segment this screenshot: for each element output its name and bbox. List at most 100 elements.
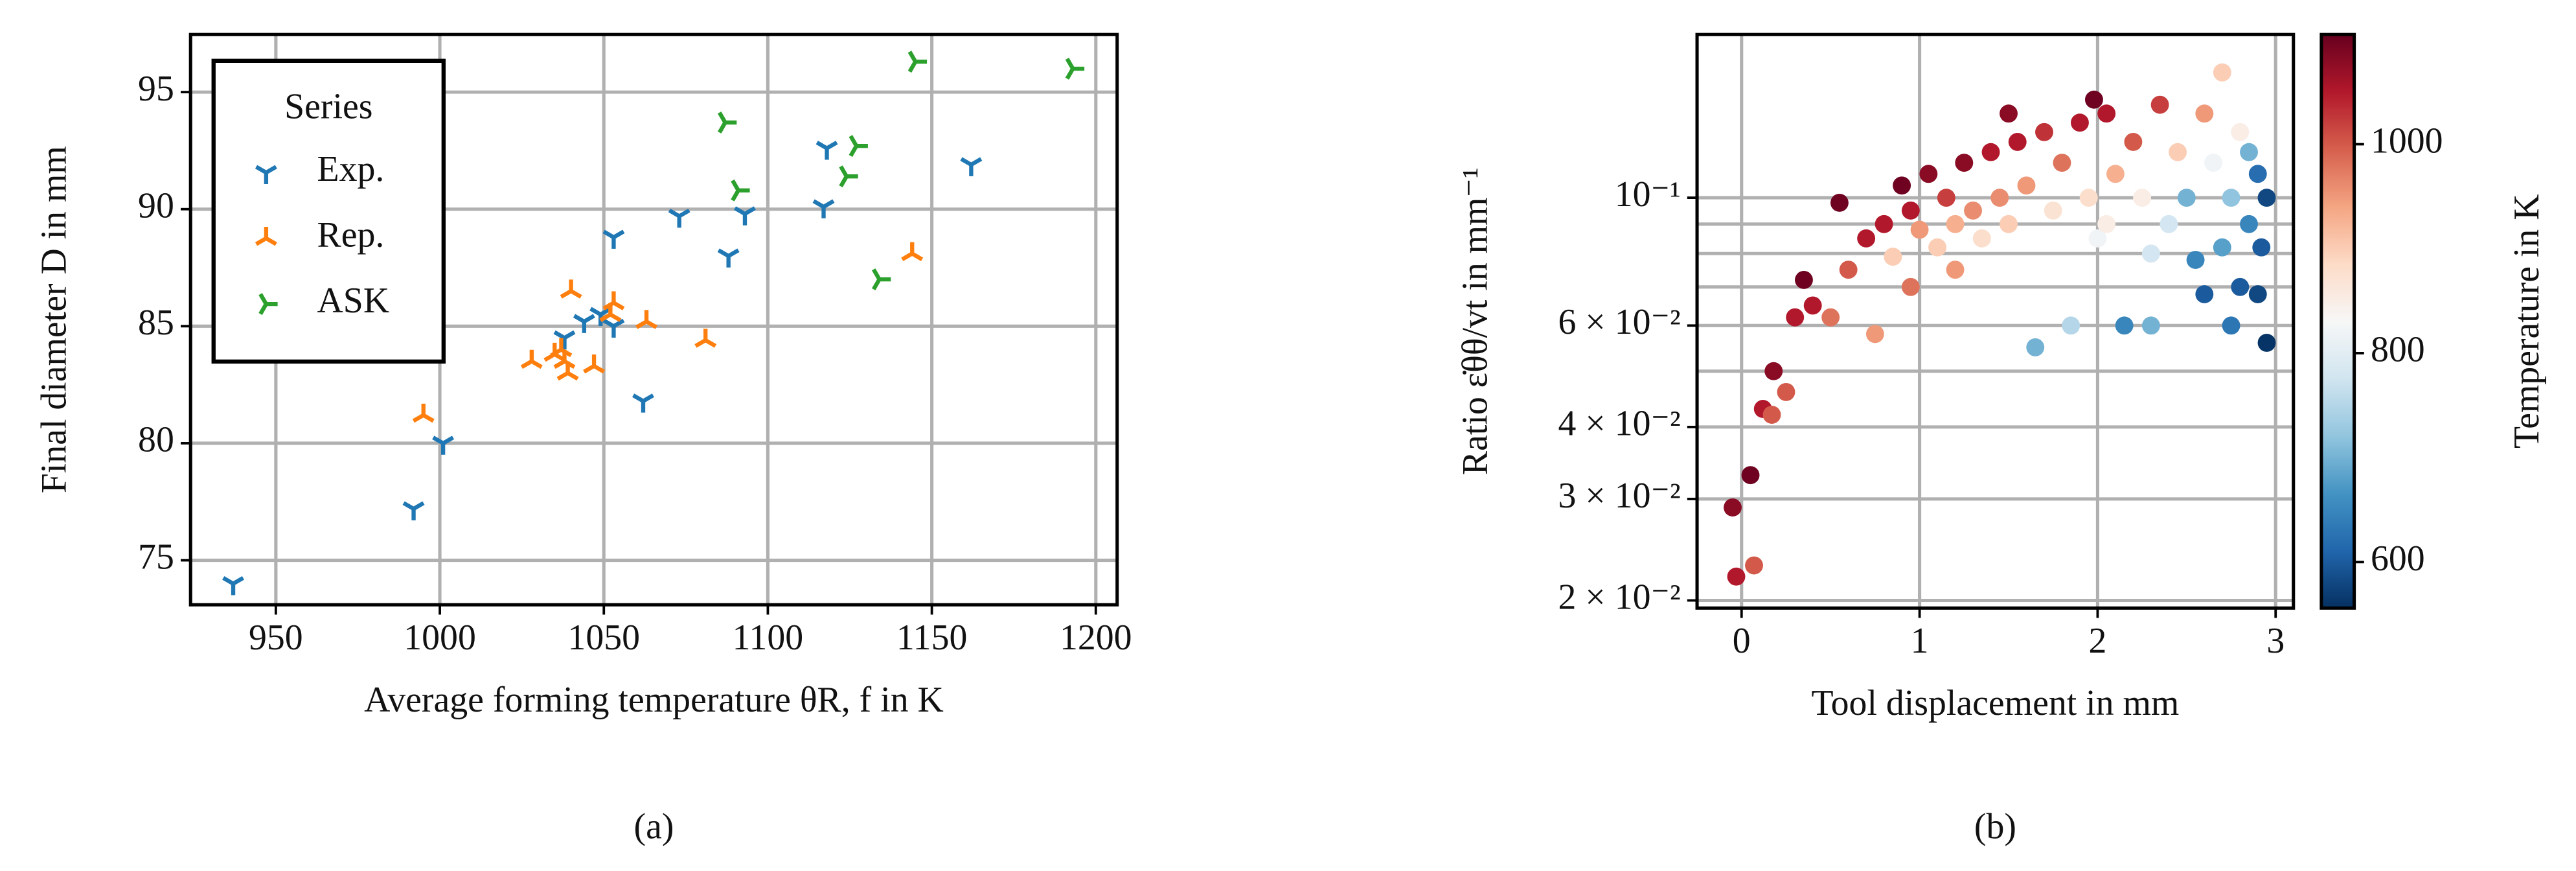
marker (907, 51, 928, 73)
marker (901, 242, 924, 261)
point (2240, 215, 2258, 233)
point (2017, 176, 2036, 195)
marker (635, 310, 658, 329)
point (2213, 63, 2231, 82)
point (2248, 285, 2267, 303)
point (1919, 165, 1938, 183)
point (2053, 154, 2071, 172)
marker (602, 229, 625, 249)
x-tick-label: 1000 (404, 618, 476, 658)
x-axis-label: Average forming temperature θR, f in K (364, 680, 944, 720)
point (1795, 270, 1813, 289)
point (1964, 201, 1982, 220)
y-tick-label: 3 × 10⁻² (1558, 476, 1680, 516)
point (1865, 325, 1884, 343)
marker (849, 135, 868, 157)
point (1875, 215, 1893, 233)
point (2035, 122, 2053, 141)
point (2044, 201, 2062, 220)
legend-marker (255, 165, 277, 185)
point (2231, 277, 2250, 296)
y-axis-label: Ratio ε̇θθ/vt in mm⁻¹ (1455, 167, 1496, 475)
marker (734, 206, 756, 226)
y-tick-label: 95 (138, 69, 174, 109)
axes-frame (1695, 32, 2296, 610)
marker (583, 354, 606, 374)
point (2222, 316, 2240, 335)
point (2141, 244, 2160, 263)
marker (632, 393, 654, 413)
x-tick-label: 2 (2088, 621, 2106, 661)
point (2079, 189, 2098, 207)
point (2026, 338, 2045, 356)
x-axis-label: Tool displacement in mm (1811, 683, 2179, 723)
point (2222, 189, 2240, 207)
colorbar (2320, 32, 2356, 610)
point (2150, 95, 2169, 114)
marker (412, 403, 435, 423)
point (2097, 215, 2116, 233)
point (1777, 382, 1795, 401)
marker (520, 349, 543, 369)
point (1990, 189, 2009, 207)
axes-frame (188, 32, 1119, 607)
point (2133, 189, 2152, 207)
point (2257, 189, 2276, 207)
point (2124, 133, 2143, 151)
legend-label: ASK (317, 281, 390, 321)
point (2062, 316, 2080, 335)
point (1857, 229, 1876, 248)
colorbar-label: Temperature in K (2507, 194, 2547, 448)
x-tick-label: 1050 (567, 618, 640, 658)
point (1839, 261, 1858, 279)
panel-label: (b) (1974, 806, 2016, 846)
marker (432, 436, 455, 455)
x-tick-label: 1150 (896, 618, 968, 658)
point (1901, 277, 1920, 296)
y-axis-label: Final diameter D in mm (34, 146, 74, 493)
point (2248, 165, 2267, 183)
point (2231, 122, 2250, 141)
point (1893, 176, 1911, 195)
y-tick-label: 75 (138, 537, 174, 577)
point (2213, 238, 2231, 257)
marker (222, 576, 245, 596)
colorbar-tick-label: 1000 (2371, 121, 2443, 161)
x-tick-label: 950 (249, 618, 303, 658)
point (2070, 113, 2089, 132)
marker (668, 208, 690, 228)
x-tick-label: 1 (1911, 621, 1929, 661)
point (2000, 104, 2018, 123)
x-tick-label: 1100 (733, 618, 804, 658)
point (2257, 334, 2276, 352)
point (1928, 238, 1947, 257)
point (2160, 215, 2178, 233)
marker (815, 141, 838, 160)
point (2195, 104, 2214, 123)
marker (694, 329, 717, 348)
point (1821, 308, 1840, 327)
marker (871, 268, 891, 291)
marker (960, 157, 983, 176)
point (2088, 229, 2107, 248)
point (1946, 261, 1965, 279)
point (1937, 189, 1955, 207)
point (1901, 201, 1920, 220)
point (2141, 316, 2160, 335)
y-tick-label: 85 (138, 303, 174, 343)
point (1910, 220, 1929, 239)
point (1946, 215, 1965, 233)
legend-marker (255, 226, 277, 246)
point (1745, 556, 1763, 575)
point (2195, 285, 2214, 303)
legend-box (211, 58, 446, 364)
point (2097, 104, 2116, 123)
point (2169, 143, 2187, 161)
y-tick-label: 4 × 10⁻² (1558, 404, 1680, 444)
x-tick-label: 1200 (1060, 618, 1132, 658)
marker (602, 318, 625, 338)
y-tick-label: 80 (138, 420, 174, 460)
point (1981, 143, 2000, 161)
marker (812, 199, 835, 218)
